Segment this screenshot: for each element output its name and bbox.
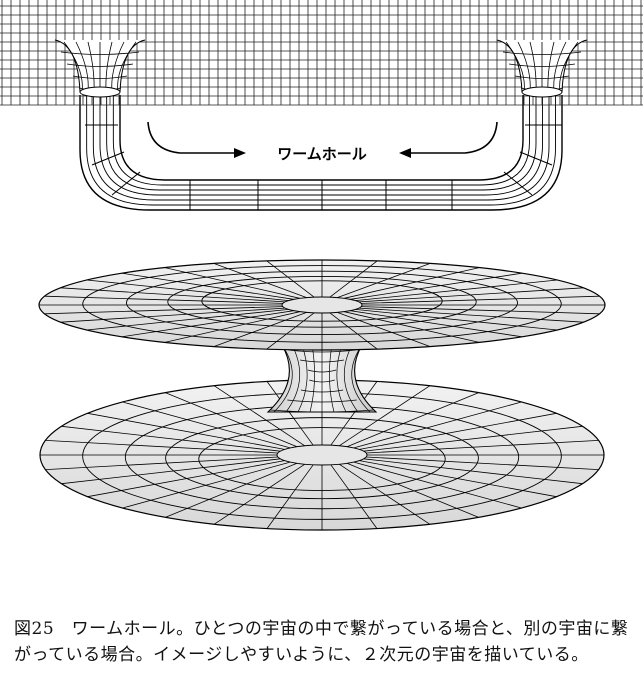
tube-strand [79,95,563,211]
wormhole-tube [79,95,563,211]
arrow-head-right [234,148,246,158]
tube-ring [519,151,553,166]
wormhole-label: ワームホール [277,145,367,163]
tube-strand [92,95,550,201]
tube-strand [106,95,537,191]
tube-ring [503,171,533,196]
mouth-left-rim [79,86,121,98]
tube-ring [111,171,141,196]
mouth-right-rim [521,86,563,98]
sheet-hole [281,296,363,314]
sheet-hole [276,444,368,466]
tube-strand [112,95,530,186]
sheet-radials [39,260,605,350]
tube-strand [119,95,524,181]
tube-strand [99,95,543,196]
arrow-left-to-right [147,121,238,154]
tube-ring [91,151,125,166]
arrow-right-to-left [407,121,498,154]
tube-strand [86,95,556,206]
upper-universe-sheet [38,259,606,351]
folded-universe-diagram: ワームホール [0,0,643,211]
figure-caption: 図25 ワームホール。ひとつの宇宙の中で繋がっている場合と、別の宇宙に繋がってい… [14,619,629,665]
wormhole-figure: ワームホール [0,0,643,531]
throat-grid [270,344,374,413]
wormhole-mouths [54,39,588,98]
two-universe-diagram [38,259,606,531]
wormhole-throat [266,344,378,413]
arrow-head-left [399,148,411,158]
